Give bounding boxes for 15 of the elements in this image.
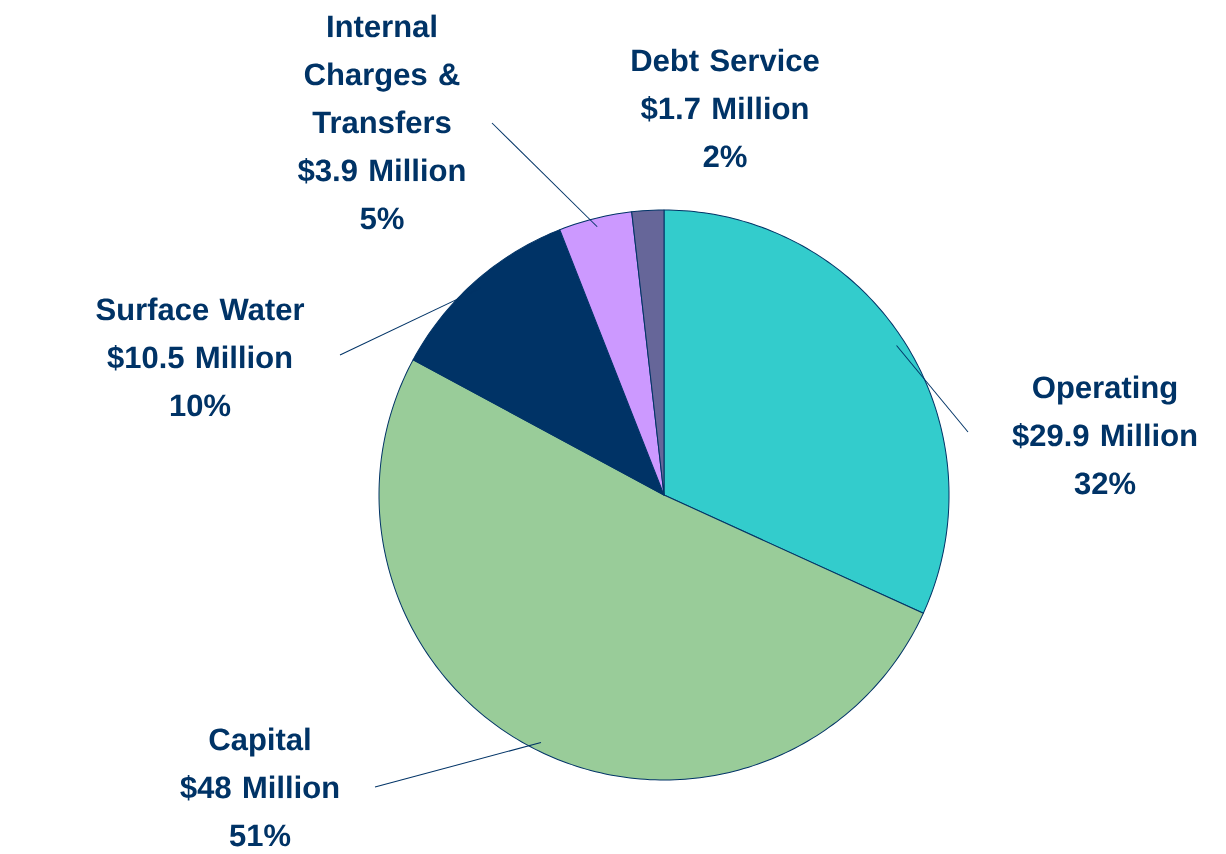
text: 32% xyxy=(1074,472,1136,495)
slice-label: Operating xyxy=(1033,375,1177,405)
data-label: $10.5 Million xyxy=(107,345,292,371)
text: 2% xyxy=(703,145,747,168)
data-label: $29.9 Million xyxy=(1012,423,1197,449)
text: 51% xyxy=(229,824,291,847)
data-label: $1.7 Million xyxy=(641,96,808,122)
slice-label: Internal Charges & Transfers xyxy=(304,14,460,134)
text: 10% xyxy=(170,394,231,417)
data-label: $48 Million xyxy=(180,775,339,801)
slice-label: Capital xyxy=(209,727,310,757)
legend-label: Surface Water xyxy=(96,297,305,321)
slice-label: Debt Service xyxy=(632,48,819,72)
text: 5% xyxy=(360,207,404,230)
data-label: $3.9 Million xyxy=(298,158,465,184)
